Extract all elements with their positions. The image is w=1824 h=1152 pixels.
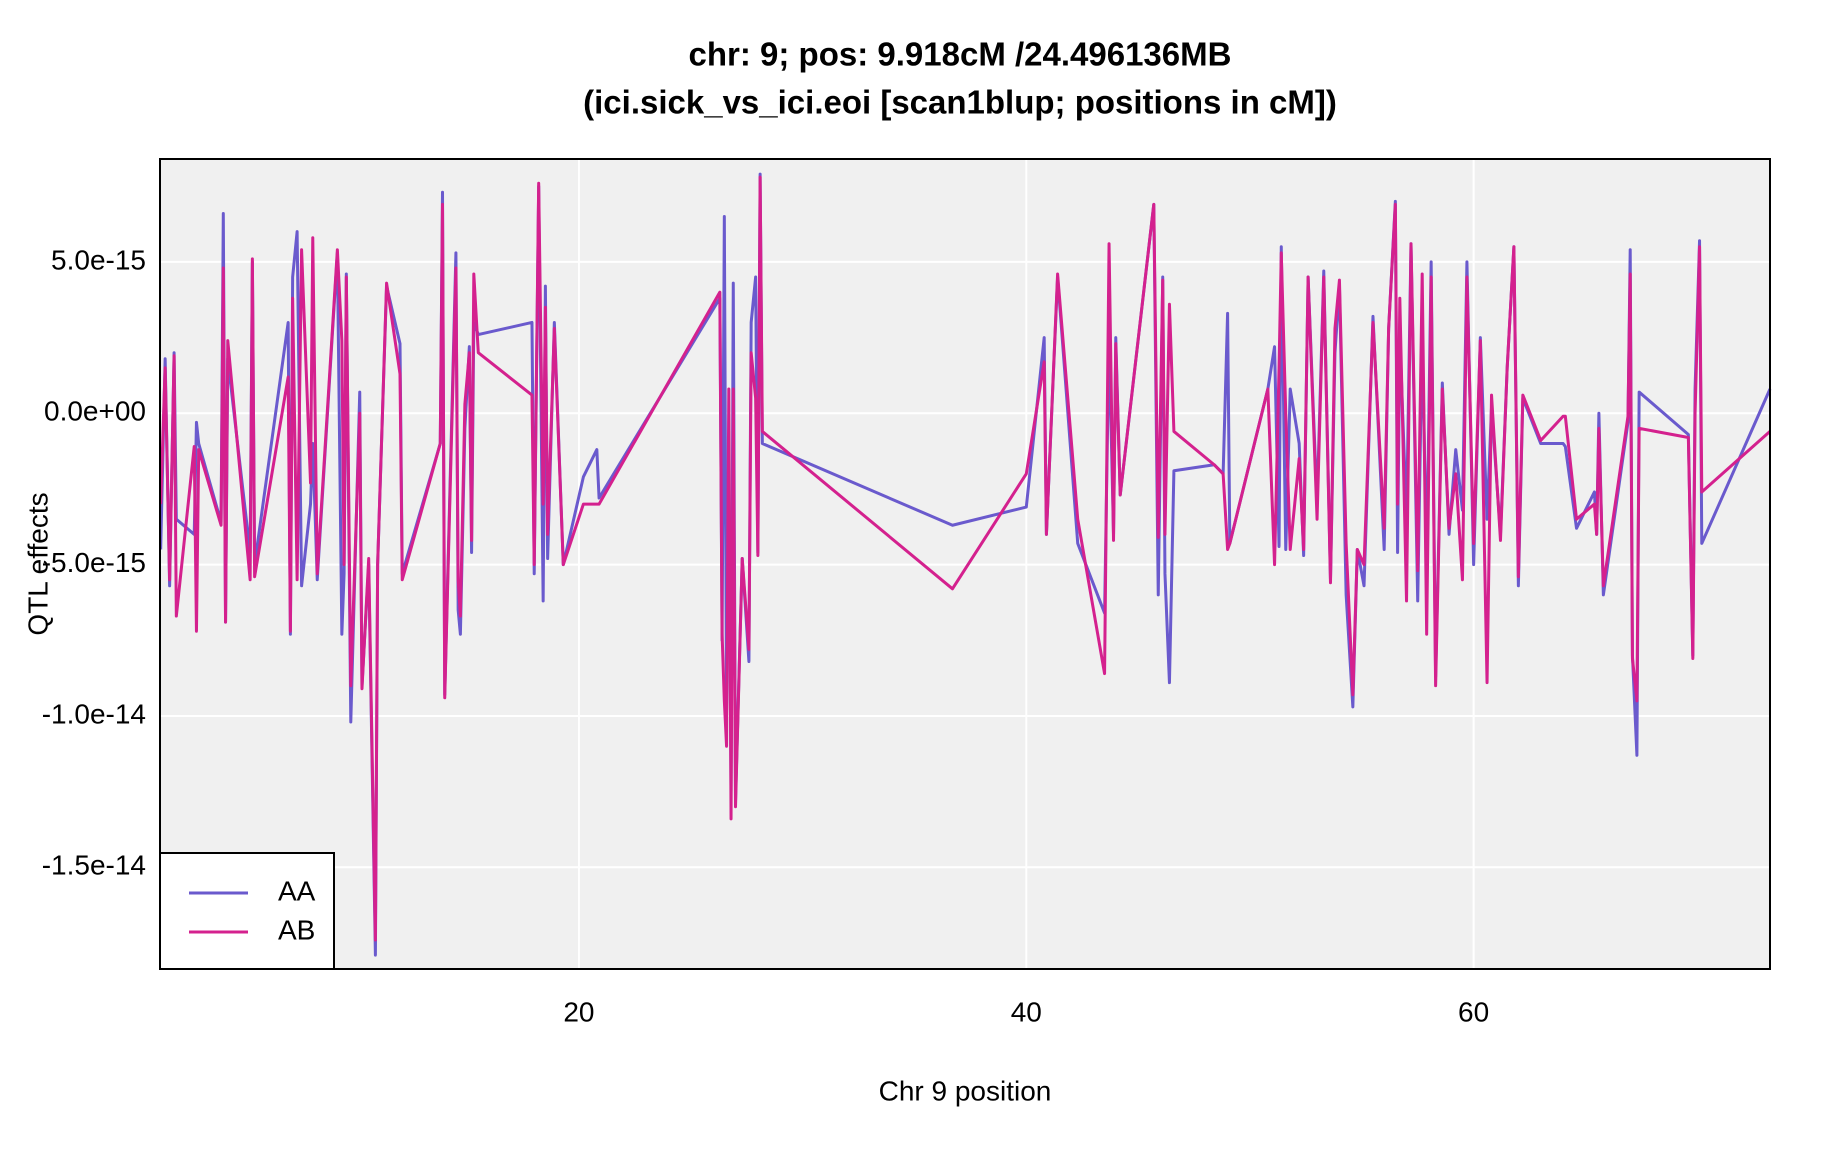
x-axis-label: Chr 9 position bbox=[879, 1075, 1052, 1106]
x-tick-label: 40 bbox=[1011, 996, 1042, 1027]
y-tick-label: -1.5e-14 bbox=[42, 850, 146, 881]
y-tick-label: 5.0e-15 bbox=[51, 244, 146, 275]
legend: AA AB bbox=[159, 852, 335, 970]
plot-frame bbox=[159, 158, 1771, 970]
x-tick-label: 60 bbox=[1458, 996, 1489, 1027]
grid bbox=[160, 159, 1770, 969]
y-tick-label: -5.0e-15 bbox=[42, 547, 146, 578]
lines bbox=[159, 172, 1772, 957]
y-axis-label: QTL effects bbox=[22, 492, 53, 635]
chart-title: chr: 9; pos: 9.918cM /24.496136MB bbox=[689, 36, 1232, 73]
chart-title: (ici.sick_vs_ici.eoi [scan1blup; positio… bbox=[583, 84, 1337, 121]
x-tick-label: 20 bbox=[563, 996, 594, 1027]
series-line bbox=[159, 175, 1771, 942]
y-tick-label: 0.0e+00 bbox=[44, 396, 146, 427]
legend-label: AB bbox=[278, 914, 315, 945]
legend-box bbox=[159, 852, 335, 970]
y-tick-label: -1.0e-14 bbox=[42, 698, 146, 729]
legend-label: AA bbox=[278, 875, 316, 906]
